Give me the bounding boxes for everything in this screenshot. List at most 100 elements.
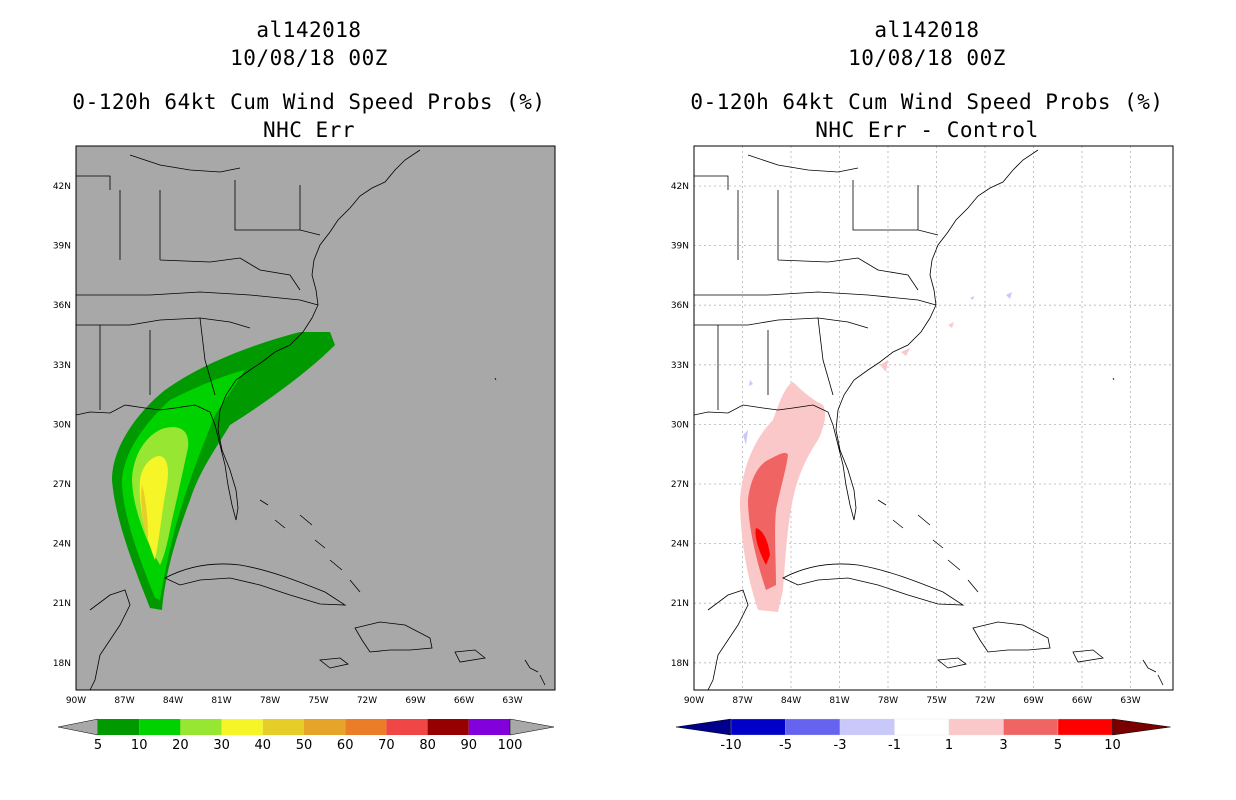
right-map: 42N 39N 36N 33N 30N 27N 24N 21N 18N 90W 87W 84W 81W… — [671, 145, 1174, 753]
colorbar-swatch — [785, 718, 841, 736]
colorbar-label: 90 — [461, 738, 478, 753]
colorbar-label: -10 — [720, 738, 741, 753]
lon-tick-label: 66W — [1072, 696, 1092, 706]
colorbar-label: -3 — [834, 738, 847, 753]
colorbar-label: 20 — [172, 738, 189, 753]
colorbar-label: 1 — [945, 738, 953, 753]
lon-tick-label: 84W — [163, 696, 183, 706]
lat-tick-label: 27N — [671, 480, 689, 490]
lon-tick-label: 63W — [1120, 696, 1140, 706]
colorbar-label: 40 — [255, 738, 272, 753]
lon-tick-label: 87W — [114, 696, 134, 706]
product-title: 0-120h 64kt Cum Wind Speed Probs (%) — [72, 90, 546, 114]
colorbar-over-triangle — [1112, 718, 1171, 736]
difference-field — [740, 292, 1012, 612]
colorbar-label: 30 — [213, 738, 230, 753]
lat-tick-label: 33N — [671, 361, 689, 371]
lon-tick-label: 84W — [781, 696, 801, 706]
lon-tick-label: 81W — [211, 696, 231, 706]
colorbar-swatch — [98, 719, 140, 735]
lat-tick-label: 33N — [53, 361, 71, 371]
lon-tick-label: 63W — [502, 696, 522, 706]
lat-tick-label: 39N — [53, 242, 71, 252]
colorbar-label: -5 — [779, 738, 792, 753]
colorbar-swatch — [839, 718, 895, 736]
colorbar-swatch — [180, 719, 222, 735]
colorbar-swatch — [221, 719, 263, 735]
lat-tick-label: 30N — [53, 420, 71, 430]
colorbar-label: 50 — [296, 738, 313, 753]
lat-labels: 42N 39N 36N 33N 30N 27N 24N 21N 18N — [671, 182, 689, 669]
product-subtitle: NHC Err — [262, 118, 355, 142]
lat-tick-label: 21N — [671, 599, 689, 609]
colorbar-swatch — [468, 719, 510, 735]
right-panel: al142018 10/08/18 00Z 0-120h 64kt Cum Wi… — [618, 0, 1236, 800]
lon-tick-label: 78W — [878, 696, 898, 706]
colorbar-swatch — [427, 719, 469, 735]
forecast-time: 10/08/18 00Z — [230, 46, 388, 70]
colorbar-swatch — [345, 719, 387, 735]
left-map: 42N 39N 36N 33N 30N 27N 24N 21N 18N 90W 87W 84W 81W… — [53, 145, 556, 753]
lat-tick-label: 39N — [671, 242, 689, 252]
colorbar-label: 5 — [94, 738, 102, 753]
lat-labels: 42N 39N 36N 33N 30N 27N 24N 21N 18N — [53, 182, 71, 669]
map-frame — [75, 145, 556, 691]
colorbar-swatch — [262, 719, 304, 735]
colorbar-label: 10 — [131, 738, 148, 753]
map-frame — [693, 145, 1174, 691]
colorbar-swatch — [1057, 718, 1113, 736]
colorbar-label: 10 — [1104, 738, 1121, 753]
colorbar-swatch — [894, 718, 950, 736]
lat-tick-label: 42N — [671, 182, 689, 192]
colorbar-label: 5 — [1054, 738, 1062, 753]
lon-labels: 90W 87W 84W 81W 78W 75W 72W 69W 66W 63W — [684, 696, 1141, 706]
colorbar-left: 5 10 20 30 40 50 60 70 80 90 100 — [57, 718, 555, 753]
lon-tick-label: 90W — [684, 696, 704, 706]
colorbar-over-triangle — [509, 718, 555, 736]
lat-tick-label: 36N — [671, 301, 689, 311]
colorbar-label: 60 — [337, 738, 354, 753]
lon-tick-label: 75W — [308, 696, 328, 706]
colorbar-label: 70 — [378, 738, 395, 753]
product-subtitle: NHC Err - Control — [815, 118, 1039, 142]
colorbar-under-triangle — [57, 718, 99, 736]
lat-tick-label: 18N — [53, 659, 71, 669]
coastlines — [694, 149, 1164, 690]
lon-tick-label: 75W — [926, 696, 946, 706]
lat-tick-label: 30N — [671, 420, 689, 430]
colorbar-swatch — [139, 719, 181, 735]
lon-tick-label: 72W — [357, 696, 377, 706]
colorbar-swatch — [730, 718, 786, 736]
forecast-time: 10/08/18 00Z — [848, 46, 1006, 70]
colorbar-swatch — [1003, 718, 1059, 736]
lon-tick-label: 66W — [454, 696, 474, 706]
lon-tick-label: 81W — [829, 696, 849, 706]
colorbar-label: 3 — [999, 738, 1007, 753]
colorbar-swatch — [386, 719, 428, 735]
lat-tick-label: 42N — [53, 182, 71, 192]
lon-tick-label: 90W — [66, 696, 86, 706]
colorbar-label: 80 — [419, 738, 436, 753]
storm-id: al142018 — [874, 18, 980, 42]
lat-tick-label: 18N — [671, 659, 689, 669]
lon-tick-label: 69W — [1023, 696, 1043, 706]
lat-tick-label: 27N — [53, 480, 71, 490]
colorbar-label: 100 — [498, 738, 523, 753]
lat-tick-label: 36N — [53, 301, 71, 311]
left-panel: al142018 10/08/18 00Z 0-120h 64kt Cum Wi… — [53, 18, 556, 753]
storm-id: al142018 — [256, 18, 362, 42]
lat-tick-label: 24N — [53, 540, 71, 550]
probability-field — [112, 332, 335, 610]
lon-tick-label: 87W — [732, 696, 752, 706]
lon-tick-label: 69W — [405, 696, 425, 706]
lon-labels: 90W 87W 84W 81W 78W 75W 72W 69W 66W 63W — [66, 696, 523, 706]
lat-tick-label: 24N — [671, 540, 689, 550]
colorbar-swatch — [948, 718, 1004, 736]
colorbar-right: -10 -5 -3 -1 1 3 5 10 — [675, 718, 1171, 753]
colorbar-label: -1 — [888, 738, 901, 753]
colorbar-under-triangle — [675, 718, 732, 736]
lat-tick-label: 21N — [53, 599, 71, 609]
lon-tick-label: 78W — [260, 696, 280, 706]
colorbar-swatch — [304, 719, 346, 735]
coastlines — [76, 149, 546, 690]
